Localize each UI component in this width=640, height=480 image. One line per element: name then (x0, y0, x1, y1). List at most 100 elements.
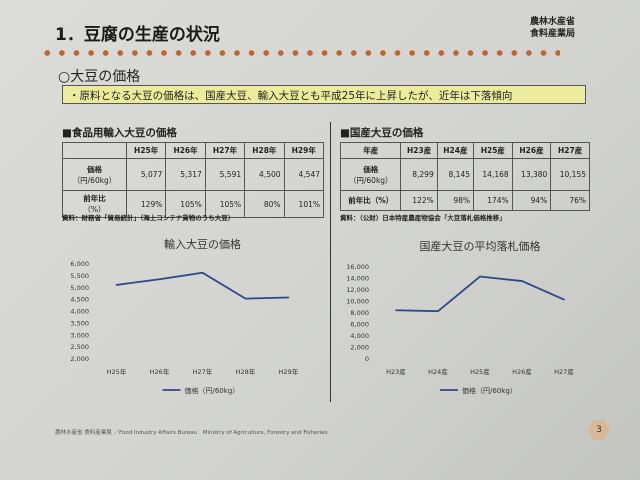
org-line-2: 食料産業局 (530, 29, 576, 39)
column-header: H27産 (550, 142, 590, 159)
data-point (115, 284, 118, 286)
data-point (521, 280, 523, 282)
column-header: H25年 (125, 142, 167, 159)
column-header: H23産 (400, 142, 438, 159)
y-tick-label: 4,000 (70, 308, 89, 316)
row-label-main: 前年比 (83, 194, 106, 203)
y-tick-label: 8,000 (350, 309, 369, 317)
imported-price-chart: 輸入大豆の価格 2,000 2,500 3,000 3,500 4,000 4,500 5,0… (70, 237, 299, 395)
table-cell: 122% (400, 190, 438, 211)
row-label-main: 前年比（%） (348, 196, 394, 205)
y-tick-label: 2,000 (350, 344, 369, 352)
data-point (563, 298, 565, 301)
table-cell: 101% (283, 190, 325, 218)
table-row: 前年比 （%） 129% 105% 105% 80% 101% (62, 190, 325, 218)
y-tick-label: 3,000 (70, 331, 89, 339)
column-header: H27年 (204, 142, 246, 159)
table-cell: 5,591 (204, 158, 246, 191)
y-tick-label: 16,000 (346, 263, 369, 271)
y-tick-label: 2,500 (70, 343, 89, 351)
row-label: 前年比（%） (339, 190, 402, 211)
column-divider (330, 122, 331, 402)
row-label: 前年比 （%） (62, 190, 127, 218)
row-label: 価格 （円/60kg） (62, 158, 127, 191)
summary-note: ・原料となる大豆の価格は、国産大豆、輸入大豆とも平成25年に上昇したが、近年は下… (62, 85, 586, 104)
x-tick-label: H25産 (470, 367, 490, 376)
x-tick-label: H27産 (554, 367, 574, 376)
data-point (244, 297, 247, 300)
page-title: 1．豆腐の生産の状況 (55, 25, 220, 45)
row-label: 価格 （円/60kg） (339, 158, 402, 191)
row-label-unit: （円/60kg） (72, 175, 117, 185)
column-header: H29年 (283, 142, 325, 159)
y-tick-label: 5,500 (70, 272, 89, 280)
table-cell: 174% (473, 190, 513, 211)
table-row: 価格 （円/60kg） 5,077 5,317 5,591 4,500 4,547 (62, 158, 325, 191)
table-cell: 14,168 (473, 158, 513, 191)
org-line-1: 農林水産省 (530, 17, 576, 27)
table-cell: 5,317 (165, 158, 206, 191)
x-tick-label: H23産 (386, 367, 406, 376)
organization-name: 農林水産省 食料産業局 (530, 16, 575, 40)
table-row: 価格 （円/60kg） 8,299 8,145 14,168 13,380 10,155 (339, 158, 590, 191)
data-point (395, 309, 397, 312)
imported-heading: ■食品用輸入大豆の価格 (62, 127, 177, 139)
x-tick-label: H24産 (428, 367, 448, 376)
chart-title: 国産大豆の平均落札価格 (420, 239, 541, 253)
table-cell: 98% (436, 190, 475, 211)
row-label-unit: （円/60kg） (348, 175, 393, 185)
row-label-unit: （%） (83, 205, 106, 214)
x-tick-label: H28年 (236, 367, 256, 376)
data-point (201, 271, 204, 274)
header-row: 年産 H23産 H24産 H25産 H26産 H27産 (339, 142, 590, 159)
table-row: 前年比（%） 122% 98% 174% 94% 76% (339, 190, 590, 211)
table-cell: 4,500 (244, 158, 285, 191)
y-tick-label: 3,500 (70, 319, 89, 327)
data-point (479, 275, 481, 278)
column-header: H26年 (165, 142, 206, 159)
legend-label: 価格（円/60kg） (462, 386, 517, 395)
table-cell: 80% (244, 190, 285, 218)
domestic-source: 資料：（公財）日本特産農産物協会「大豆落札価格推移」 (340, 214, 506, 222)
x-tick-label: H26産 (512, 367, 532, 376)
footer: 農林水産省 食料産業局 ／Food Industry Affairs Burea… (55, 430, 328, 436)
domestic-price-table: 年産 H23産 H24産 H25産 H26産 H27産 価格 （円/60kg） 8,299 8,1… (339, 142, 590, 211)
y-tick-label: 4,500 (70, 296, 89, 304)
data-point (437, 310, 439, 312)
y-tick-label: 0 (365, 355, 369, 363)
legend-label: 価格（円/60kg） (185, 386, 240, 395)
y-tick-label: 10,000 (346, 298, 369, 306)
table-cell: 8,299 (400, 158, 438, 191)
row-label-main: 価格 (363, 164, 379, 174)
x-tick-label: H27年 (193, 367, 213, 376)
y-tick-label: 12,000 (346, 286, 369, 294)
series-line (395, 275, 565, 313)
column-header: 年産 (339, 142, 402, 159)
dotted-divider (40, 49, 560, 57)
column-header: H26産 (511, 142, 552, 159)
x-tick-label: H29年 (279, 367, 299, 376)
y-tick-label: 5,000 (70, 284, 89, 292)
data-point (158, 278, 161, 281)
x-tick-label: H25年 (107, 367, 127, 376)
chart-title: 輸入大豆の価格 (164, 237, 241, 251)
y-tick-label: 6,000 (70, 260, 89, 268)
imported-price-table: H25年 H26年 H27年 H28年 H29年 価格 （円/60kg） 5,077 5,317… (62, 142, 325, 218)
y-tick-label: 2,000 (70, 355, 89, 363)
table-cell: 94% (511, 190, 552, 211)
section-subtitle: ○大豆の価格 (58, 69, 141, 85)
y-tick-label: 14,000 (346, 275, 369, 283)
page-number: 3 (588, 420, 610, 440)
table-cell: 13,380 (511, 158, 552, 191)
data-point (287, 296, 290, 299)
column-header: H28年 (244, 142, 285, 159)
table-cell: 10,155 (550, 158, 590, 191)
y-tick-label: 4,000 (350, 332, 369, 340)
series-line (116, 271, 289, 300)
table-cell: 4,547 (283, 158, 325, 191)
column-header: H25産 (473, 142, 513, 159)
domestic-heading: ■国産大豆の価格 (340, 127, 424, 139)
row-label-main: 価格 (86, 164, 102, 174)
table-cell: 5,077 (125, 158, 167, 191)
header-row: H25年 H26年 H27年 H28年 H29年 (62, 142, 325, 159)
